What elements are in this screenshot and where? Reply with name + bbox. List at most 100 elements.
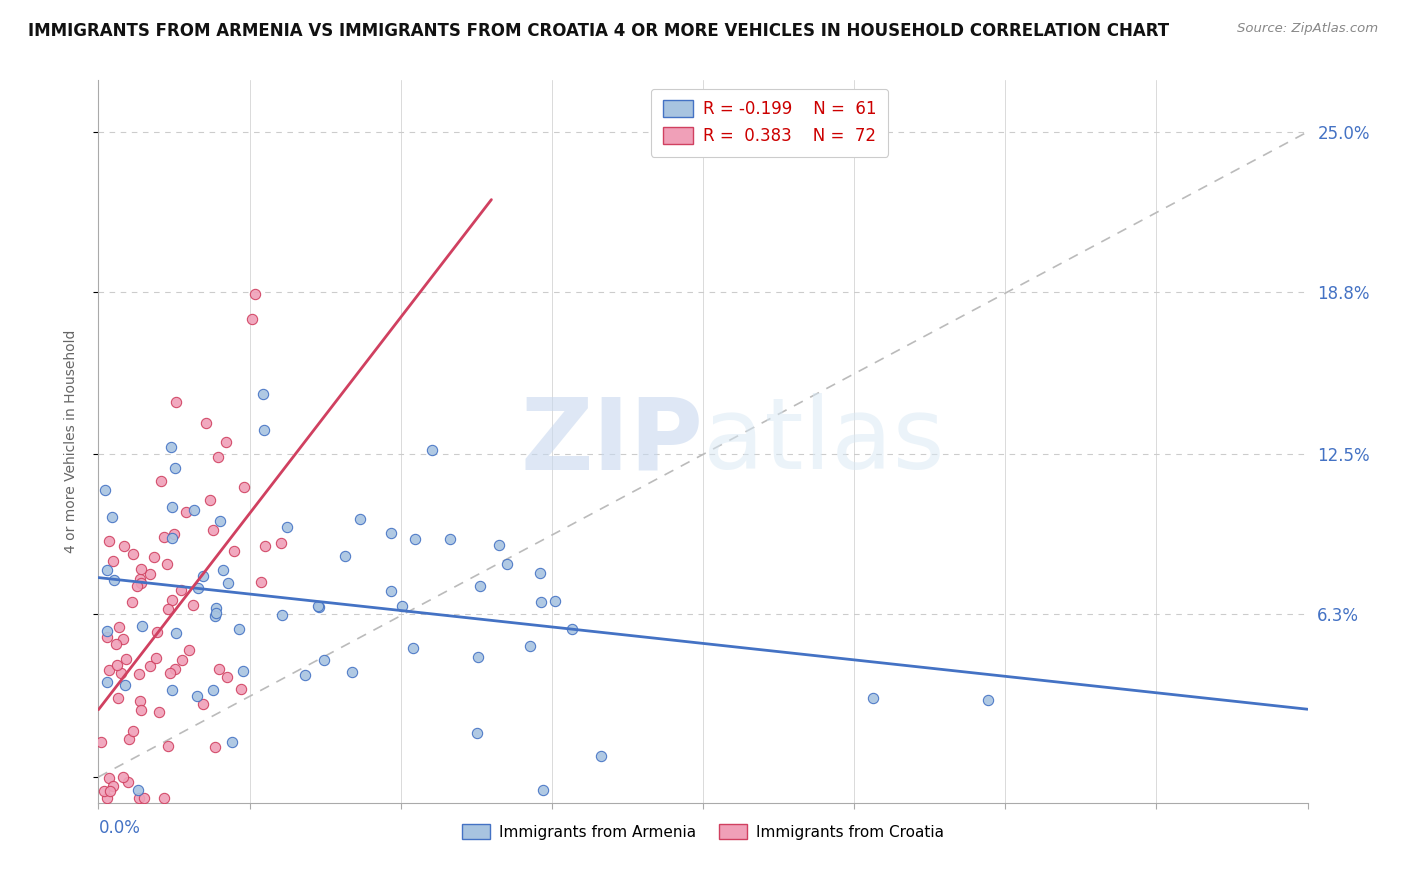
Point — [420, 442, 443, 457]
Point — [156, 601, 179, 615]
Point — [439, 532, 461, 546]
Point — [208, 514, 231, 528]
Point — [380, 583, 402, 598]
Point — [204, 739, 226, 754]
Point — [270, 608, 292, 623]
Point — [465, 725, 488, 739]
Point — [156, 558, 179, 572]
Point — [142, 549, 165, 564]
Point — [977, 693, 1000, 707]
Point — [139, 659, 162, 673]
Point — [117, 774, 139, 789]
Point — [391, 599, 413, 613]
Point — [402, 641, 425, 656]
Point — [101, 779, 124, 793]
Point — [232, 664, 254, 678]
Point — [215, 670, 238, 684]
Point — [186, 689, 208, 703]
Point — [312, 653, 335, 667]
Point — [96, 630, 118, 644]
Point — [270, 536, 292, 550]
Point — [174, 505, 197, 519]
Point — [165, 626, 187, 640]
Point — [308, 600, 330, 615]
Point — [159, 665, 181, 680]
Point — [122, 724, 145, 739]
Point — [112, 770, 135, 784]
Point — [165, 662, 187, 676]
Text: atlas: atlas — [703, 393, 945, 490]
Point — [118, 732, 141, 747]
Point — [187, 582, 209, 596]
Point — [252, 386, 274, 401]
Point — [163, 526, 186, 541]
Point — [153, 790, 176, 805]
Point — [533, 783, 555, 797]
Point — [98, 663, 121, 677]
Point — [335, 549, 357, 563]
Y-axis label: 4 or more Vehicles in Household: 4 or more Vehicles in Household — [63, 330, 77, 553]
Point — [129, 573, 152, 587]
Point — [153, 531, 176, 545]
Point — [205, 601, 228, 615]
Point — [172, 653, 194, 667]
Point — [181, 599, 204, 613]
Point — [544, 593, 567, 607]
Point — [253, 539, 276, 553]
Text: IMMIGRANTS FROM ARMENIA VS IMMIGRANTS FROM CROATIA 4 OR MORE VEHICLES IN HOUSEHO: IMMIGRANTS FROM ARMENIA VS IMMIGRANTS FR… — [28, 22, 1170, 40]
Text: 0.0%: 0.0% — [98, 819, 141, 837]
Point — [129, 702, 152, 716]
Point — [240, 312, 263, 326]
Point — [165, 461, 187, 475]
Legend: Immigrants from Armenia, Immigrants from Croatia: Immigrants from Armenia, Immigrants from… — [456, 818, 950, 846]
Point — [101, 554, 124, 568]
Point — [201, 683, 224, 698]
Point — [156, 739, 179, 753]
Point — [215, 434, 238, 449]
Point — [170, 583, 193, 598]
Point — [193, 697, 215, 711]
Point — [160, 440, 183, 454]
Point — [105, 657, 128, 672]
Point — [162, 500, 184, 514]
Point — [467, 650, 489, 665]
Point — [183, 503, 205, 517]
Point — [294, 668, 316, 682]
Point — [146, 624, 169, 639]
Point — [104, 638, 127, 652]
Point — [160, 593, 183, 607]
Point — [93, 784, 115, 798]
Point — [211, 563, 233, 577]
Point — [131, 619, 153, 633]
Point — [90, 735, 112, 749]
Point — [201, 523, 224, 537]
Point — [208, 662, 231, 676]
Point — [110, 665, 132, 680]
Point — [132, 790, 155, 805]
Point — [127, 783, 149, 797]
Point — [114, 652, 136, 666]
Point — [561, 622, 583, 636]
Point — [127, 579, 149, 593]
Point — [207, 450, 229, 464]
Point — [139, 567, 162, 582]
Point — [96, 674, 118, 689]
Point — [349, 512, 371, 526]
Point — [121, 595, 143, 609]
Point — [222, 544, 245, 558]
Point — [217, 576, 239, 591]
Point — [205, 606, 228, 620]
Point — [107, 690, 129, 705]
Point — [128, 667, 150, 681]
Point — [253, 423, 276, 437]
Point — [131, 562, 153, 576]
Point — [103, 573, 125, 587]
Point — [128, 790, 150, 805]
Point — [121, 547, 143, 561]
Point — [198, 492, 221, 507]
Point — [150, 474, 173, 488]
Point — [129, 694, 152, 708]
Point — [94, 483, 117, 497]
Point — [96, 564, 118, 578]
Point — [179, 643, 201, 657]
